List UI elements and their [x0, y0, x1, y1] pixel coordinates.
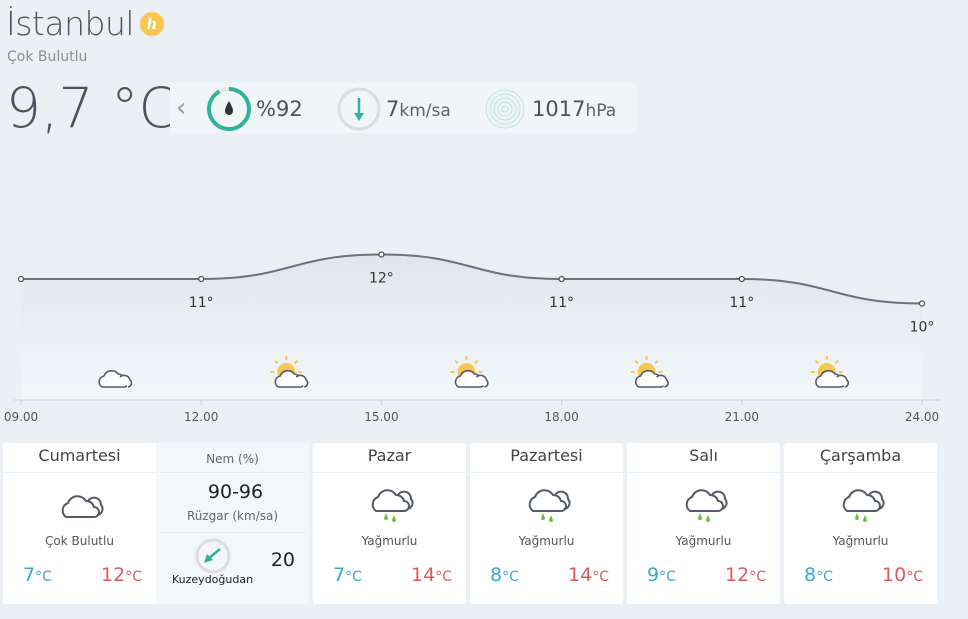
area-fill	[21, 254, 922, 400]
data-point[interactable]	[738, 275, 745, 283]
x-tick-label: 21.00	[725, 410, 759, 424]
unit: °C	[502, 569, 519, 585]
humidity-label: Nem (%)	[160, 443, 305, 473]
low-temp: 7	[333, 564, 346, 586]
hourly-temperature-chart: 09.00 11° 12.00 12° 15.00 11° 18.00 11° 21.00 10°…	[4, 251, 940, 424]
rain-icon	[784, 481, 937, 531]
value-label: 12°	[369, 271, 394, 287]
unit: °C	[659, 569, 676, 585]
humidity-value: %92	[256, 97, 303, 121]
partly-sunny-icon	[450, 356, 489, 388]
day-desc: Yağmurlu	[675, 534, 732, 548]
unit: °C	[435, 569, 452, 585]
day-name: Salı	[627, 443, 780, 473]
low-temp: 8	[490, 564, 503, 586]
x-tick-label: 24.00	[905, 410, 939, 424]
low-temp: 9	[647, 564, 660, 586]
high-temp: 14	[568, 564, 593, 586]
unit: °C	[906, 569, 923, 585]
wind-direction-icon	[337, 87, 381, 131]
rain-icon	[627, 481, 780, 531]
wind-unit: km/sa	[399, 101, 451, 121]
pressure-stat: 1017hPa	[482, 89, 616, 129]
day-desc: Çok Bulutlu	[45, 534, 114, 548]
partly-sunny-icon	[630, 356, 669, 388]
day-card-1[interactable]: Pazar Yağmurlu 7°C 14°C	[313, 443, 466, 604]
day-desc: Yağmurlu	[518, 534, 575, 548]
chevron-left-icon[interactable]: ‹	[176, 93, 187, 123]
data-point[interactable]	[558, 275, 565, 283]
data-point[interactable]	[918, 300, 926, 307]
temperature-line	[20, 253, 923, 305]
cloudy-icon	[3, 481, 156, 531]
pressure-unit: hPa	[585, 101, 617, 121]
rain-icon	[313, 481, 466, 531]
day-name: Çarşamba	[784, 443, 937, 473]
cloudy-icon	[98, 369, 133, 388]
low-temp: 8	[804, 564, 817, 586]
x-tick-label: 18.00	[544, 410, 578, 424]
day-card-2[interactable]: Pazartesi Yağmurlu 8°C 14°C	[470, 443, 623, 604]
day-card-0[interactable]: Cumartesi Çok Bulutlu 7°C 12°C Nem (%) 90…	[3, 443, 309, 604]
high-temp: 12	[725, 564, 750, 586]
day-name: Pazar	[313, 443, 466, 473]
low-temp: 7	[23, 564, 36, 586]
partly-sunny-icon	[270, 356, 309, 388]
wind-value: 7	[386, 97, 400, 121]
high-temp: 12	[101, 564, 126, 586]
x-tick-label: 12.00	[184, 410, 218, 424]
wind-stat: 7km/sa	[336, 87, 451, 131]
wind-label: Rüzgar (km/sa)	[160, 503, 305, 533]
high-temp: 14	[411, 564, 436, 586]
stats-panel: ‹ %92 7km/sa 1017hPa	[170, 83, 637, 133]
unit: °C	[125, 569, 142, 585]
day-desc: Yağmurlu	[361, 534, 418, 548]
unit: °C	[592, 569, 609, 585]
pressure-icon	[485, 89, 525, 129]
value-label: 11°	[729, 295, 754, 311]
data-point[interactable]	[198, 275, 205, 283]
humidity-gauge-icon	[207, 87, 251, 131]
pressure-value: 1017	[532, 97, 586, 121]
unit: °C	[749, 569, 766, 585]
humidity-stat: %92	[206, 87, 303, 131]
unit: °C	[816, 569, 833, 585]
current-temperature: 9,7 °C	[6, 76, 177, 140]
current-condition: Çok Bulutlu	[7, 49, 88, 65]
data-point[interactable]	[378, 251, 385, 258]
unit: °C	[35, 569, 52, 585]
daily-forecast: Cumartesi Çok Bulutlu 7°C 12°C Nem (%) 90…	[3, 443, 937, 604]
wind-direction: Kuzeydoğudan	[172, 573, 254, 586]
partly-sunny-icon	[810, 356, 849, 388]
value-label: 11°	[549, 295, 574, 311]
city-name: İstanbul	[6, 4, 135, 43]
wind-direction-icon	[195, 538, 231, 574]
value-label: 11°	[189, 295, 214, 311]
data-point[interactable]	[17, 275, 25, 283]
humidity-range: 90-96	[207, 481, 264, 503]
rain-icon	[470, 481, 623, 531]
unit: °C	[345, 569, 362, 585]
value-label: 10°	[910, 320, 935, 336]
provider-badge-icon[interactable]: h	[140, 12, 164, 36]
day-name: Pazartesi	[470, 443, 623, 473]
high-temp: 10	[882, 564, 907, 586]
x-tick-label: 09.00	[4, 410, 38, 424]
day-card-4[interactable]: Çarşamba Yağmurlu 8°C 10°C	[784, 443, 937, 604]
day-detail: Nem (%) 90-96 Rüzgar (km/sa) 20 Kuzeydoğ…	[156, 443, 309, 604]
day-name: Cumartesi	[3, 443, 156, 473]
x-tick-label: 15.00	[364, 410, 398, 424]
day-desc: Yağmurlu	[832, 534, 889, 548]
day-card-3[interactable]: Salı Yağmurlu 9°C 12°C	[627, 443, 780, 604]
wind-speed: 20	[270, 549, 295, 571]
